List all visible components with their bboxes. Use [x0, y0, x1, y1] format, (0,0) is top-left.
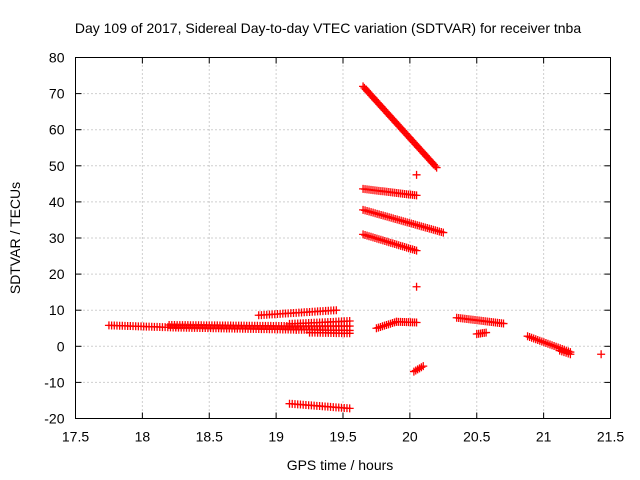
y-tick-label: 40: [49, 194, 65, 210]
data-point: [412, 282, 421, 291]
x-tick-label: 17.5: [62, 429, 89, 445]
data-point: [345, 317, 354, 326]
data-point: [482, 328, 491, 337]
y-tick-label: 20: [49, 266, 65, 282]
data-points: [104, 82, 606, 413]
y-tick-label: 70: [49, 86, 65, 102]
x-tick-label: 19.5: [329, 429, 356, 445]
data-point: [597, 350, 606, 359]
data-point: [412, 318, 421, 327]
x-tick-label: 18: [135, 429, 151, 445]
data-point: [388, 319, 397, 328]
y-axis-label: SDTVAR / TECUs: [7, 182, 23, 294]
chart-title: Day 109 of 2017, Sidereal Day-to-day VTE…: [75, 20, 582, 36]
x-tick-label: 21.5: [597, 429, 624, 445]
data-point: [432, 163, 441, 172]
data-point: [412, 170, 421, 179]
y-tick-label: 30: [49, 230, 65, 246]
data-point: [378, 322, 387, 331]
y-tick-label: 50: [49, 158, 65, 174]
axis-ticks: [75, 57, 611, 419]
x-axis-tick-labels: 17.5 18 18.5 19 19.5 20 20.5 21 21.5: [62, 429, 624, 445]
y-axis-tick-labels: -20 -10 0 10 20 30 40 50 60 70 80: [44, 50, 64, 427]
y-tick-label: 0: [57, 338, 65, 354]
x-tick-label: 19: [268, 429, 284, 445]
data-point: [345, 404, 354, 413]
y-tick-label: -10: [44, 374, 64, 390]
data-point: [345, 329, 354, 338]
x-axis-label: GPS time / hours: [287, 457, 394, 473]
y-tick-label: 80: [49, 50, 65, 66]
x-tick-label: 20: [402, 429, 418, 445]
data-point: [412, 246, 421, 255]
y-tick-label: -20: [44, 411, 64, 427]
data-point: [412, 191, 421, 200]
x-tick-label: 20.5: [463, 429, 490, 445]
data-point: [499, 319, 508, 328]
x-tick-label: 21: [536, 429, 552, 445]
grid-lines: [75, 57, 611, 419]
data-point: [332, 306, 341, 315]
x-tick-label: 18.5: [196, 429, 223, 445]
y-tick-label: 10: [49, 302, 65, 318]
data-point: [417, 363, 426, 372]
y-tick-label: 60: [49, 122, 65, 138]
data-point: [566, 350, 575, 359]
data-point: [439, 228, 448, 237]
data-point: [431, 162, 440, 171]
data-point: [419, 362, 428, 371]
